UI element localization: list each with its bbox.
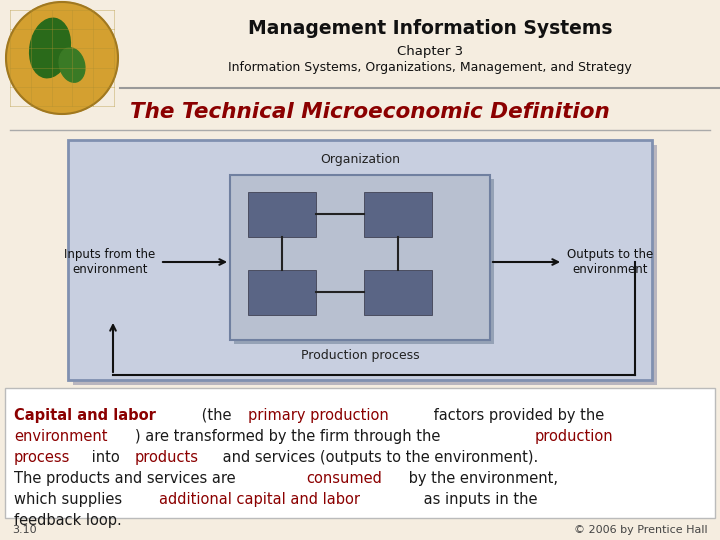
Text: primary production: primary production xyxy=(248,408,388,423)
Text: additional capital and labor: additional capital and labor xyxy=(160,492,361,507)
Bar xyxy=(248,192,316,237)
Bar xyxy=(5,388,715,518)
Text: into: into xyxy=(86,450,124,465)
Bar xyxy=(364,270,432,315)
Text: Capital and labor: Capital and labor xyxy=(14,408,156,423)
Text: Information Systems, Organizations, Management, and Strategy: Information Systems, Organizations, Mana… xyxy=(228,62,632,75)
Bar xyxy=(234,179,494,344)
Text: by the environment,: by the environment, xyxy=(404,471,558,486)
Text: The Technical Microeconomic Definition: The Technical Microeconomic Definition xyxy=(130,102,610,122)
Text: factors provided by the: factors provided by the xyxy=(429,408,604,423)
Text: production: production xyxy=(535,429,613,444)
Bar xyxy=(0,0,720,130)
Text: feedback loop.: feedback loop. xyxy=(14,513,122,528)
Text: Chapter 3: Chapter 3 xyxy=(397,45,463,58)
Text: Outputs to the
environment: Outputs to the environment xyxy=(567,248,653,276)
Text: process: process xyxy=(14,450,71,465)
Text: Organization: Organization xyxy=(320,153,400,166)
Text: and services (outputs to the environment).: and services (outputs to the environment… xyxy=(217,450,538,465)
Circle shape xyxy=(6,2,118,114)
Bar xyxy=(364,192,432,237)
Text: Management Information Systems: Management Information Systems xyxy=(248,18,612,37)
Bar xyxy=(230,175,490,340)
Text: ) are transformed by the firm through the: ) are transformed by the firm through th… xyxy=(135,429,445,444)
Bar xyxy=(73,145,657,385)
Text: The products and services are: The products and services are xyxy=(14,471,240,486)
Bar xyxy=(68,140,652,380)
Text: consumed: consumed xyxy=(306,471,382,486)
Text: Production process: Production process xyxy=(301,348,419,361)
Text: products: products xyxy=(135,450,199,465)
Ellipse shape xyxy=(30,18,71,78)
Text: (the: (the xyxy=(197,408,236,423)
Text: © 2006 by Prentice Hall: © 2006 by Prentice Hall xyxy=(575,525,708,535)
Text: environment: environment xyxy=(14,429,107,444)
Text: 3.10: 3.10 xyxy=(12,525,37,535)
Text: as inputs in the: as inputs in the xyxy=(419,492,537,507)
Text: which supplies: which supplies xyxy=(14,492,127,507)
Ellipse shape xyxy=(59,48,85,82)
Bar xyxy=(248,270,316,315)
Bar xyxy=(0,88,720,130)
Text: Inputs from the
environment: Inputs from the environment xyxy=(64,248,156,276)
